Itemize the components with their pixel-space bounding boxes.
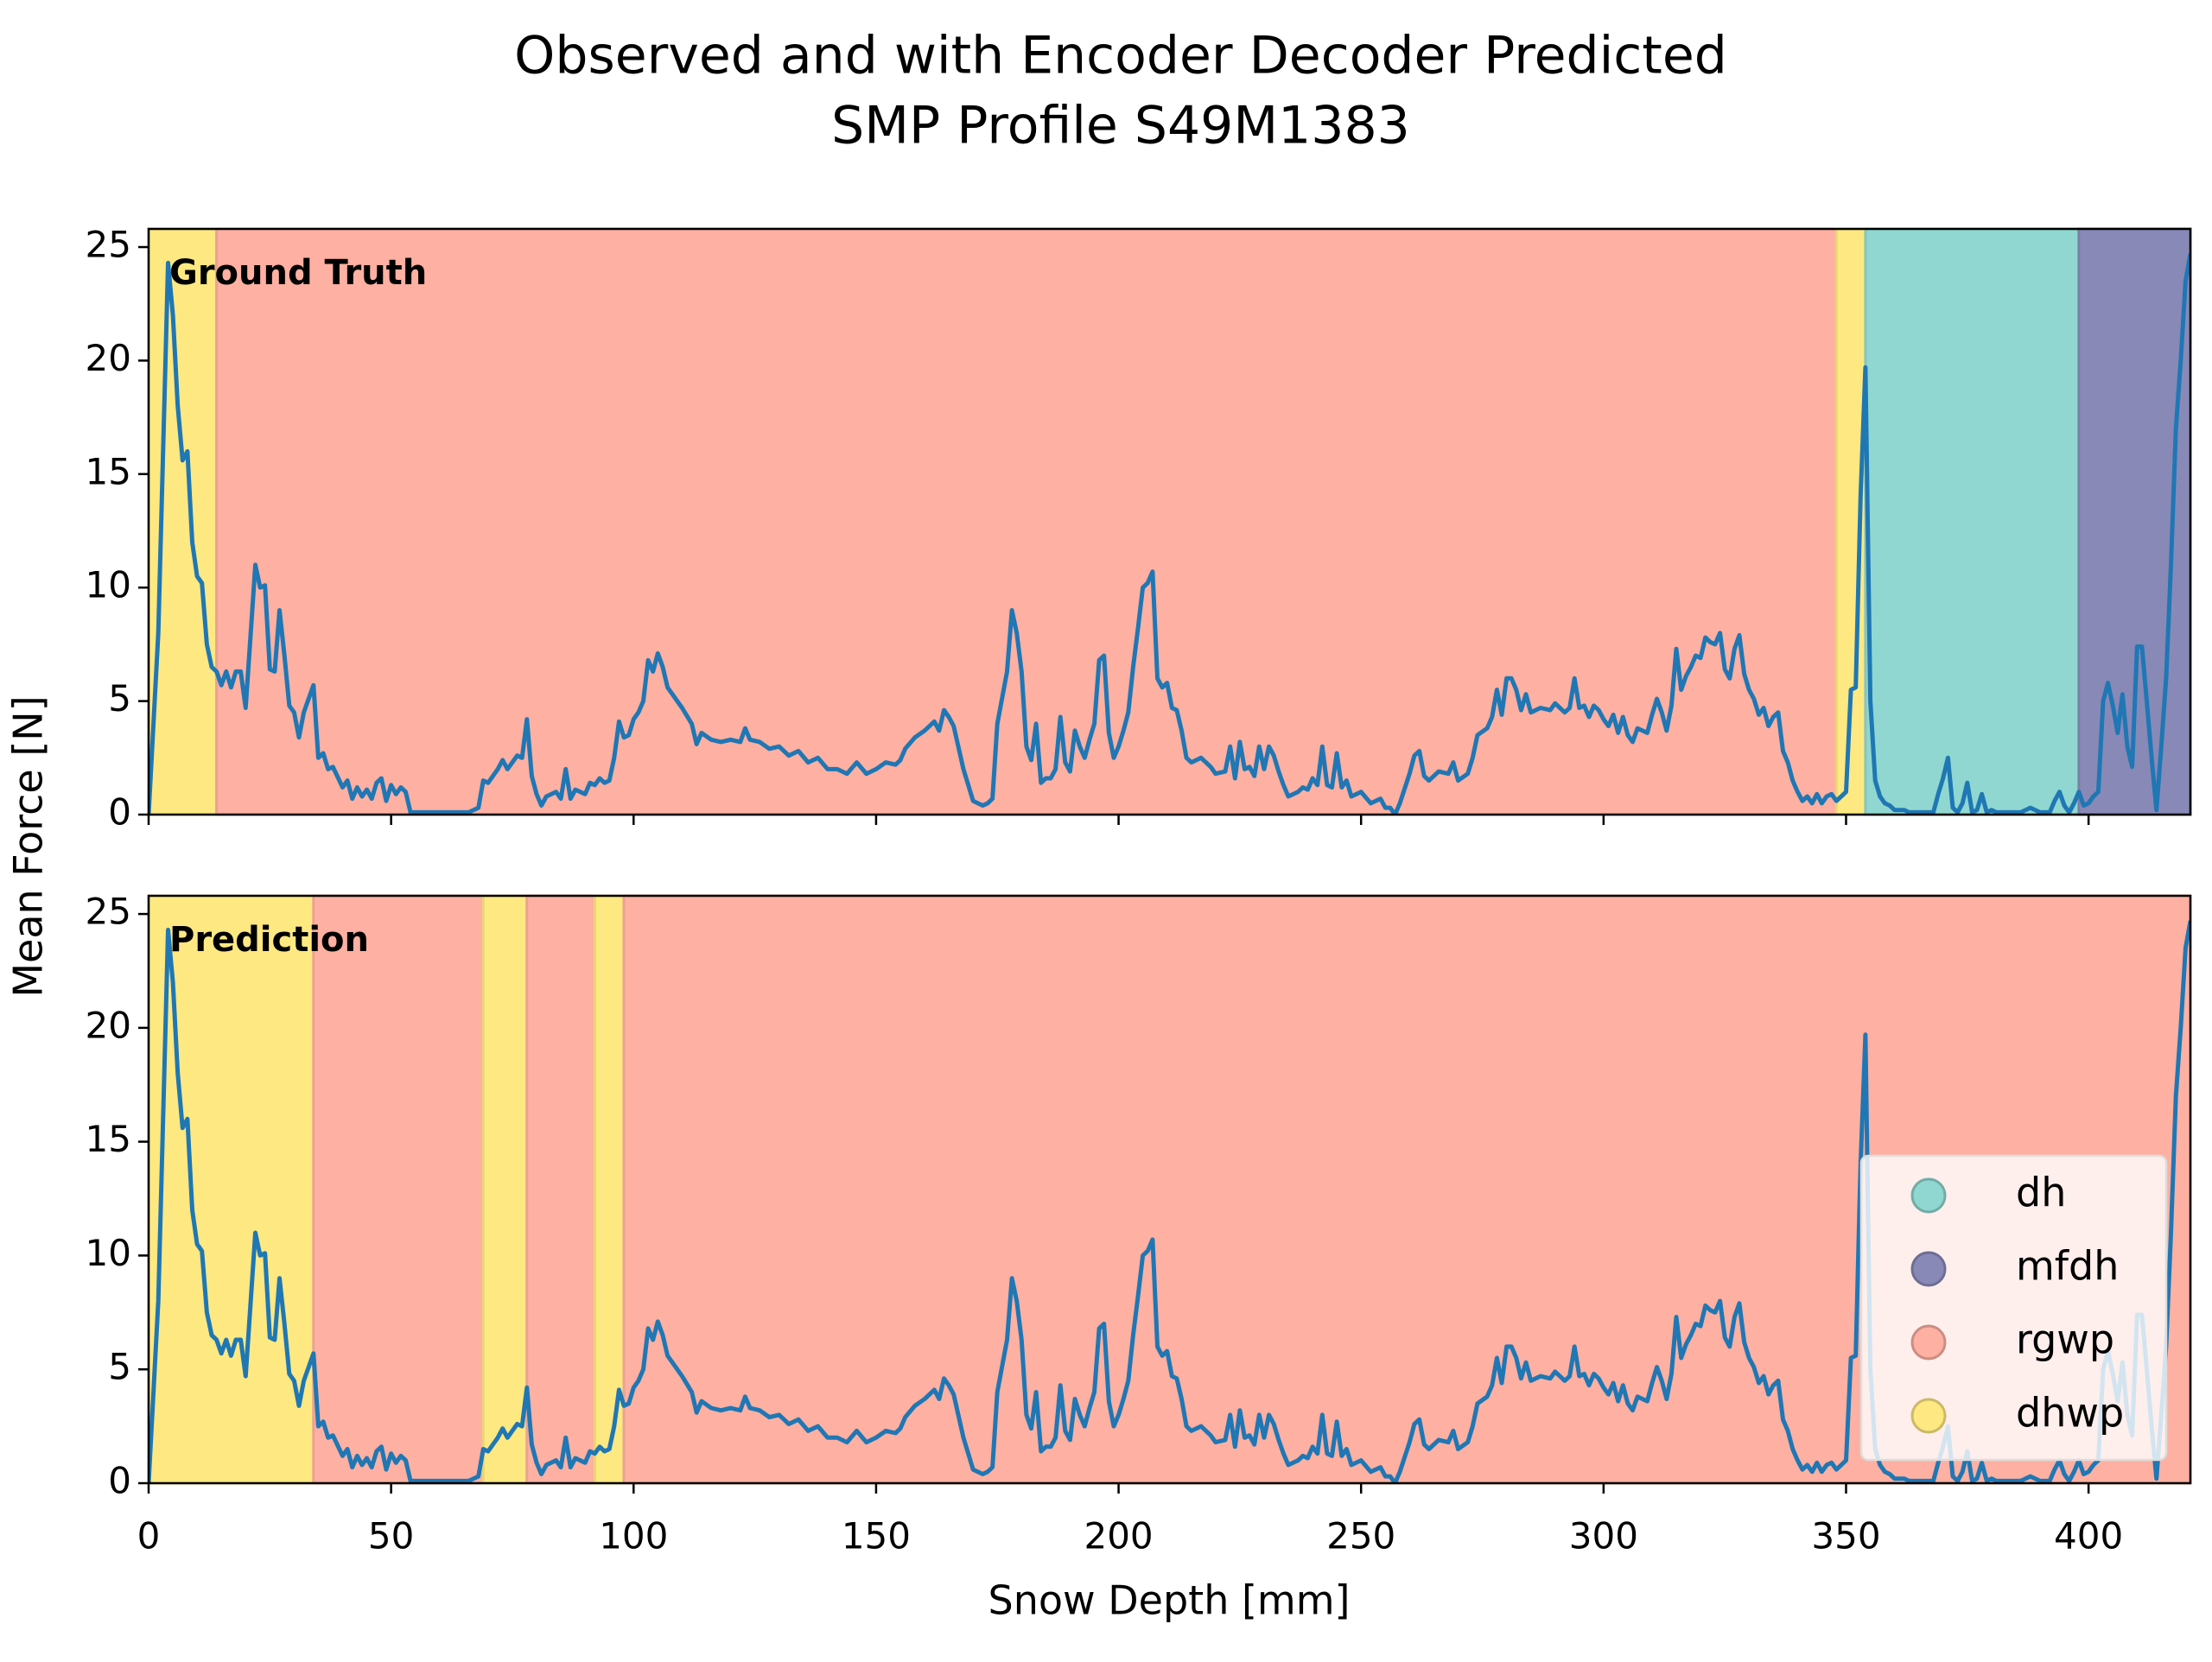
x-tick-label: 350 <box>1811 1515 1880 1557</box>
axes-frame <box>147 227 2192 816</box>
legend-marker <box>1910 1251 1947 1287</box>
y-axis-label: Mean Force [N] <box>5 695 52 997</box>
y-tick-label: 25 <box>86 224 131 266</box>
y-tick-label: 15 <box>86 450 131 492</box>
legend-marker <box>1910 1177 1947 1214</box>
layer-region <box>312 894 485 1485</box>
y-tick-label: 0 <box>108 791 131 834</box>
legend-label: mfdh <box>2016 1243 2119 1290</box>
legend: dh mfdh rgwp dhwp <box>1859 1154 2168 1462</box>
axes-frame <box>147 894 2192 1485</box>
x-axis-label: Snow Depth [mm] <box>988 1577 1351 1624</box>
y-tick-label: 5 <box>108 1346 131 1388</box>
x-tick-label: 300 <box>1569 1515 1638 1557</box>
y-tick-label: 5 <box>108 677 131 720</box>
y-tick-label: 15 <box>86 1118 131 1160</box>
legend-marker <box>1910 1398 1947 1434</box>
x-tick-label: 0 <box>137 1515 161 1557</box>
layer-region <box>481 894 529 1485</box>
panel: 0 5 10 15 20 25 Ground Truth <box>86 224 2192 834</box>
chart-title: Observed and with Encoder Decoder Predic… <box>514 26 1727 86</box>
y-tick-label: 25 <box>86 891 131 933</box>
y-tick-label: 20 <box>86 337 131 379</box>
x-tick-label: 400 <box>2054 1515 2123 1557</box>
layer-region <box>1864 227 2081 816</box>
y-tick-label: 10 <box>86 564 131 606</box>
y-tick-label: 0 <box>108 1460 131 1502</box>
x-tick-label: 150 <box>842 1515 911 1557</box>
chart-subtitle: SMP Profile S49M1383 <box>831 96 1410 156</box>
x-tick-label: 250 <box>1326 1515 1395 1557</box>
y-tick-label: 10 <box>86 1232 131 1274</box>
legend-label: dhwp <box>2016 1390 2124 1437</box>
x-tick-label: 100 <box>599 1515 668 1557</box>
y-tick-label: 20 <box>86 1004 131 1046</box>
panel-label: Ground Truth <box>169 253 427 293</box>
layer-region <box>593 894 626 1485</box>
x-tick-label: 50 <box>368 1515 414 1557</box>
layer-region <box>525 894 596 1485</box>
legend-box <box>1859 1154 2168 1462</box>
legend-label: dh <box>2016 1170 2066 1216</box>
force-line <box>149 920 2190 1483</box>
legend-marker <box>1910 1324 1947 1361</box>
panel-label: Prediction <box>169 920 369 960</box>
layer-region <box>147 227 219 816</box>
x-tick-label: 200 <box>1084 1515 1153 1557</box>
force-line <box>149 253 2190 815</box>
legend-label: rgwp <box>2016 1316 2114 1363</box>
